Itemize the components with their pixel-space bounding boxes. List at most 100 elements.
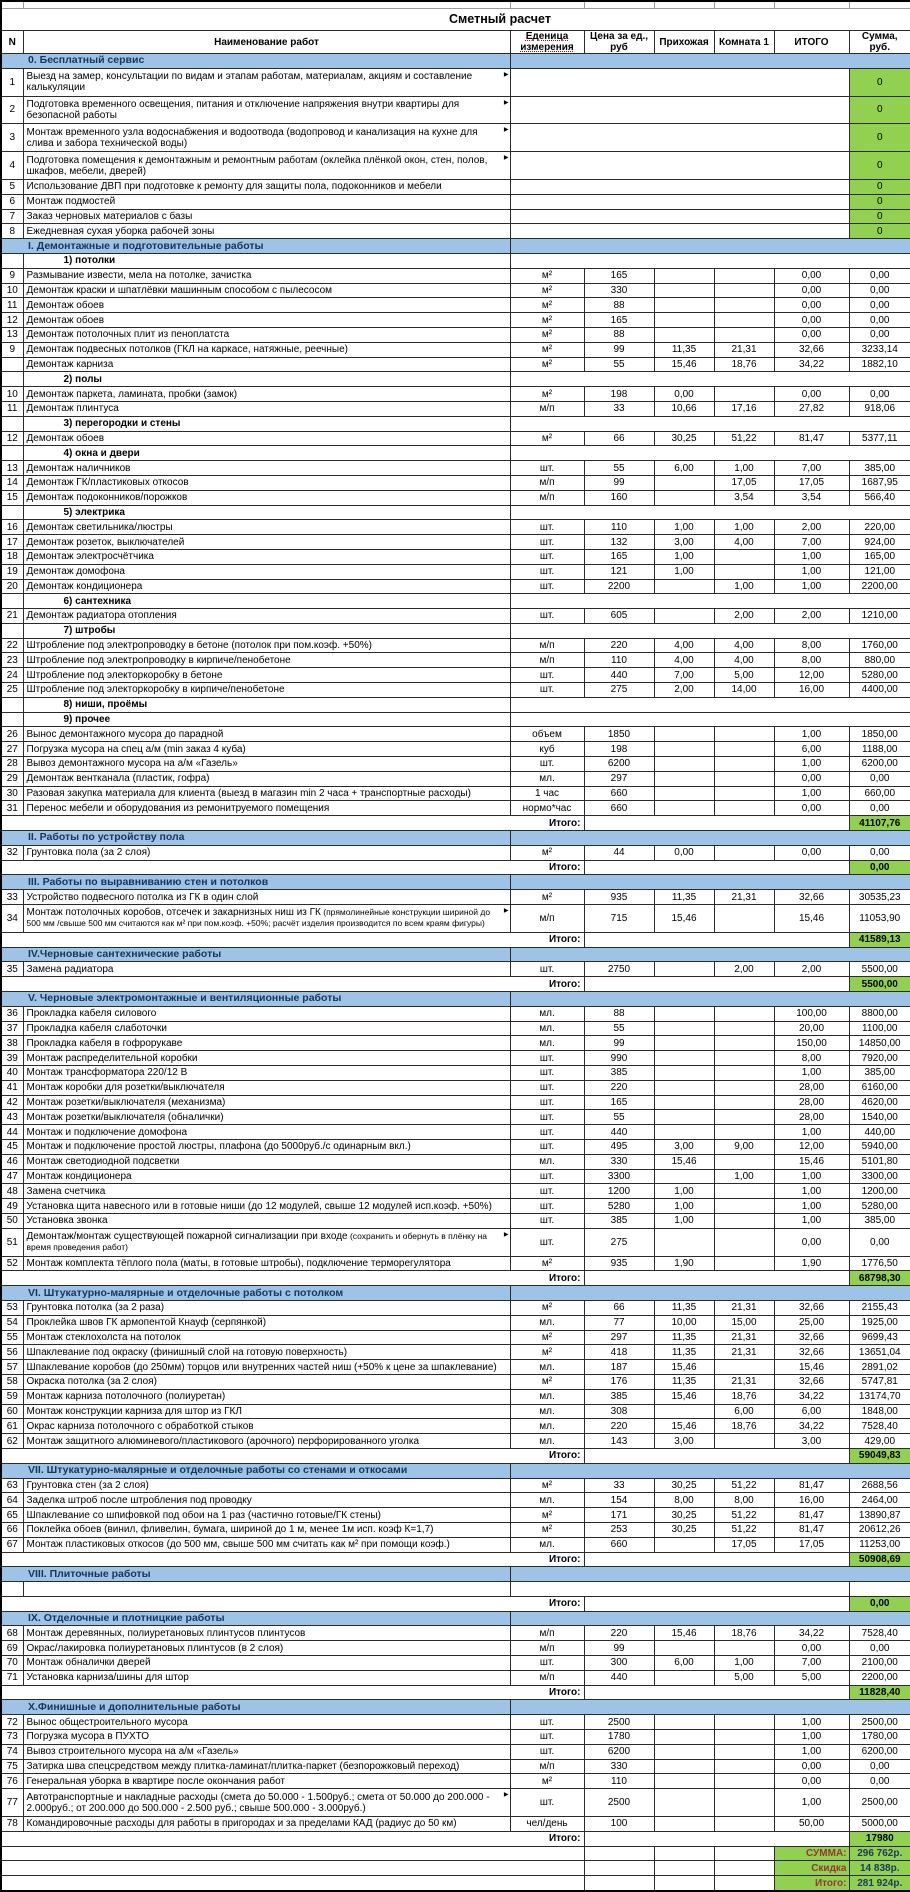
itogo-cell: 32,66	[773, 1299, 850, 1316]
sum-cell: 0,00	[848, 1758, 910, 1775]
work-name: Демонтаж наличников	[26, 462, 131, 474]
work-name: Демонтаж подоконников/порожков	[26, 492, 188, 504]
sum-cell: 566,40	[848, 489, 910, 506]
work-name-cell: Разовая закупка материала для клиента (в…	[22, 785, 511, 802]
total-sum-cell: 68798,30	[848, 1270, 910, 1287]
work-name: Монтаж потолочных коробов, отсечек и зак…	[26, 907, 321, 919]
room1-cell: 1,00	[713, 519, 775, 536]
sum-cell: 2688,56	[848, 1477, 910, 1494]
subsection-filler-cell	[509, 371, 910, 388]
itogo-cell: 28,00	[773, 1079, 850, 1096]
item-row: 51 Демонтаж/монтаж существующей пожарной …	[0, 1227, 910, 1257]
sum-cell: 0,00	[848, 844, 910, 861]
hallway-cell: 30,25	[653, 1521, 715, 1538]
unit-cell: шт.	[509, 682, 585, 698]
itogo-cell: 0,00	[773, 1773, 850, 1790]
work-name-cell: Заказ черновых материалов с базы	[22, 208, 511, 225]
work-name: Генеральная уборка в квартире после окон…	[26, 1775, 286, 1787]
hallway-cell: 11,35	[653, 1373, 715, 1390]
item-row: 71 Установка карниза/шины для штор м/п 440 5…	[0, 1669, 910, 1686]
item-row: 20 Демонтаж кондиционера шт. 2200 1,00 1,00 22…	[0, 578, 910, 595]
price-cell	[583, 1845, 655, 1862]
row-number-cell: 14	[0, 474, 24, 491]
price-cell: 1200	[583, 1183, 655, 1200]
room1-cell: 21,31	[713, 1299, 775, 1316]
price-cell: 5280	[583, 1198, 655, 1214]
row-number-cell: 42	[0, 1094, 24, 1111]
work-name: Вывоз демонтажного мусора на а/м «Газель…	[26, 758, 238, 770]
unit-cell: шт.	[509, 1788, 585, 1818]
item-row: 27 Погрузка мусора на спец а/м (min заказ…	[0, 741, 910, 758]
subsection-filler-cell	[509, 711, 910, 728]
work-name: Заделка штроб после штробления под прово…	[26, 1494, 252, 1506]
sum-cell: 1780,00	[848, 1729, 910, 1745]
work-name: Монтаж и подключение простой люстры, пла…	[26, 1141, 411, 1153]
sum-cell: 2155,43	[848, 1299, 910, 1316]
hallway-cell: 10,00	[653, 1314, 715, 1331]
room1-cell	[713, 1005, 775, 1022]
sum-cell: 5101,80	[848, 1153, 910, 1170]
row-number-cell: 64	[0, 1492, 24, 1509]
hallway-cell	[653, 1065, 715, 1081]
itogo-cell: 1,00	[773, 785, 850, 802]
row-number-cell: 56	[0, 1344, 24, 1361]
hallway-cell	[653, 1227, 715, 1257]
itogo-cell: 7,00	[773, 534, 850, 550]
hallway-cell	[653, 961, 715, 978]
row-number-cell: 12	[0, 430, 24, 447]
room1-cell: 51,22	[713, 1477, 775, 1494]
row-number-cell: 22	[0, 637, 24, 654]
row-number-cell: 62	[0, 1433, 24, 1449]
room1-cell	[713, 741, 775, 758]
work-name-cell: Установка звонка	[22, 1212, 511, 1229]
itogo-cell: 1,00	[773, 1198, 850, 1214]
work-name: Грунтовка потолка (за 2 раза)	[26, 1302, 165, 1314]
item-row: 69 Окрас/лакировка полиуретановых плинтус…	[0, 1640, 910, 1657]
work-name-cell: Прокладка кабеля силового	[22, 1005, 511, 1022]
price-cell: 110	[583, 1773, 655, 1790]
estimate-header: Сметный расчет N Наименование работ Еден…	[0, 1, 910, 54]
work-name-cell: Окрас карниза потолочного с обработкой с…	[22, 1418, 511, 1435]
unit-cell: м²	[509, 1507, 585, 1523]
room1-cell: 15,00	[713, 1314, 775, 1331]
itogo-cell: 12,00	[773, 667, 850, 684]
room1-cell: 18,76	[713, 1418, 775, 1435]
work-name-cell: Монтаж конструкции карниза для штор из Г…	[22, 1403, 511, 1420]
item-row: 33 Устройство подвесного потолка из ГК в …	[0, 889, 910, 906]
room1-cell: 4,00	[713, 652, 775, 669]
room1-cell: 14,00	[713, 682, 775, 698]
itogo-cell: 0,00	[773, 282, 850, 299]
unit-cell: шт.	[509, 1198, 585, 1214]
item-row: 31 Перенос мебели и оборудования из ремон…	[0, 800, 910, 817]
unit-cell: шт.	[509, 1655, 585, 1671]
overflow-marker-icon: ▶	[503, 908, 509, 915]
sum-cell: 2100,00	[848, 1655, 910, 1671]
subsection-row: 9) прочее	[0, 711, 910, 728]
item-row: 26 Вынос демонтажного мусора до парадной о…	[0, 726, 910, 743]
item-row: 75 Затирка шва спецсредством между плитка…	[0, 1758, 910, 1775]
itogo-cell: 15,46	[773, 1359, 850, 1375]
sum-cell: 0,00	[848, 267, 910, 284]
unit-cell: шт.	[509, 756, 585, 772]
room1-cell: 18,76	[713, 356, 775, 373]
work-name-cell: Шпаклевание со шпифовкой под обои на 1 р…	[22, 1507, 511, 1523]
unit-cell: м²	[509, 1477, 585, 1494]
itogo-cell: 8,00	[773, 1050, 850, 1066]
work-name-cell: Демонтаж краски и шпатлёвки машинным спо…	[22, 282, 511, 299]
row-number-cell: 28	[0, 756, 24, 772]
section-header-row: VI. Штукатурно-малярные и отделочные раб…	[0, 1285, 910, 1301]
price-cell: 385	[583, 1388, 655, 1405]
unit-cell: м/п	[509, 1625, 585, 1642]
itogo-cell: 1,00	[773, 1729, 850, 1745]
section-header-row: I. Демонтажные и подготовительные работы	[0, 238, 910, 254]
section-header-row: IV.Черновые сантехнические работы	[0, 946, 910, 963]
unit-cell: м/п	[509, 637, 585, 654]
hallway-cell	[653, 1788, 715, 1818]
itogo-cell: 1,00	[773, 1743, 850, 1760]
row-number-cell: 21	[0, 608, 24, 624]
work-name-cell: Штробление под электропроводку в бетоне …	[22, 637, 511, 654]
sum-cell: 385,00	[848, 460, 910, 476]
merged-empty-cell	[583, 1270, 850, 1287]
hallway-cell: 15,46	[653, 1625, 715, 1642]
item-row: 36 Прокладка кабеля силового мл. 88 100,00 88…	[0, 1005, 910, 1022]
